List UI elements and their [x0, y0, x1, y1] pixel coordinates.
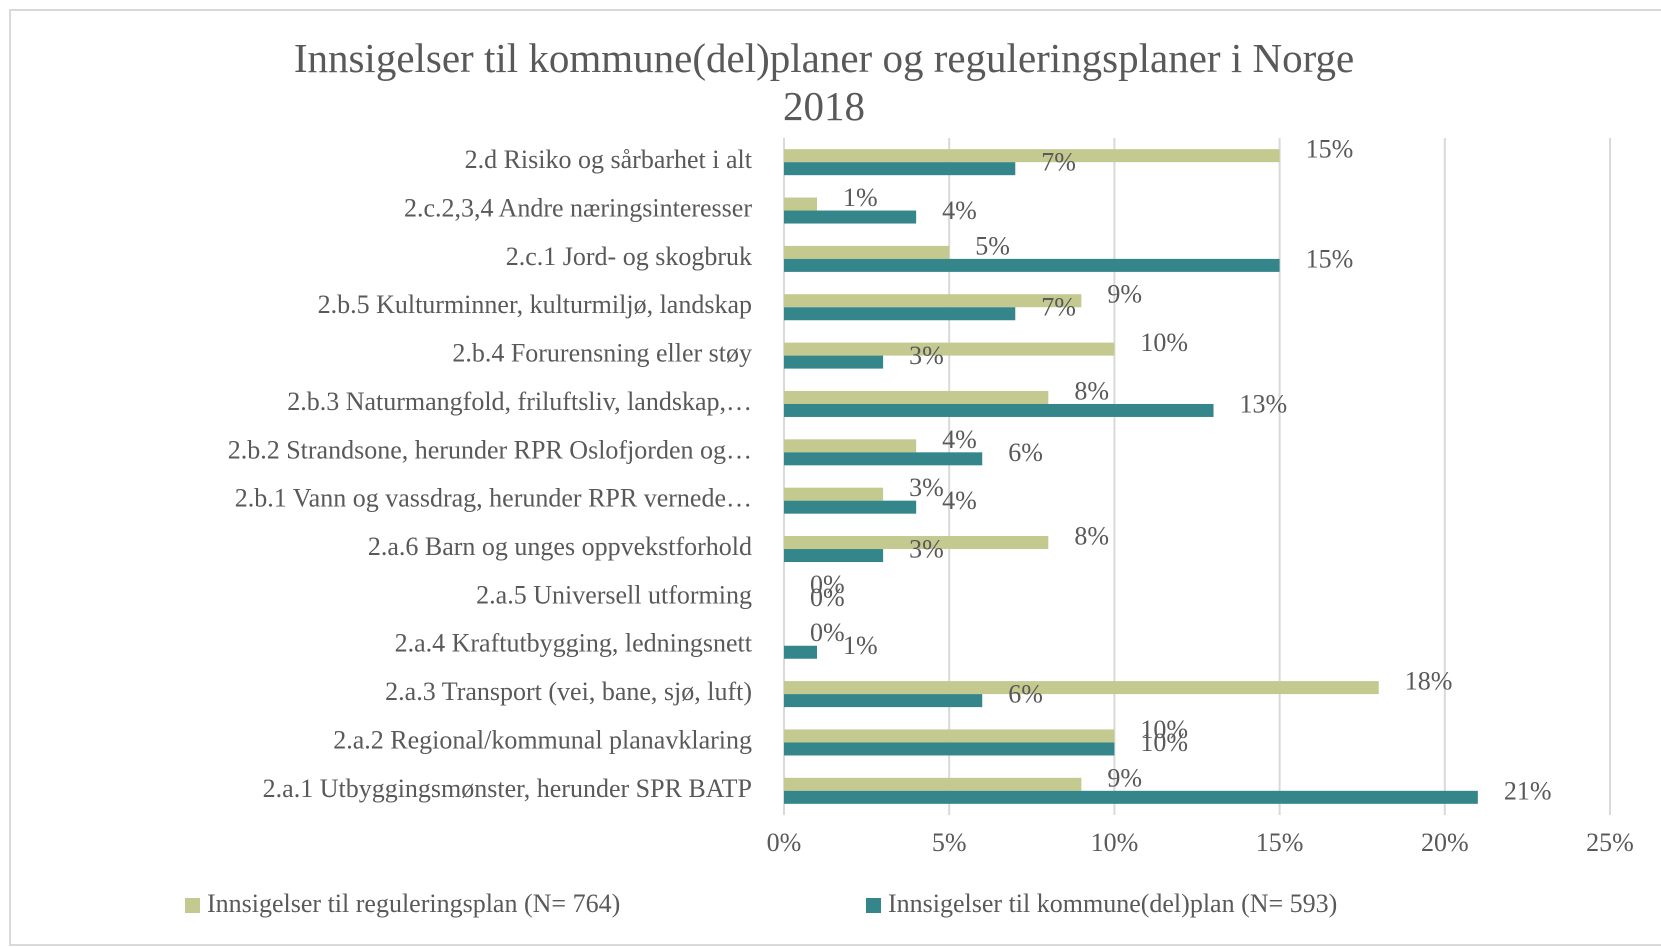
legend-swatch [866, 898, 881, 913]
data-label: 4% [942, 486, 977, 515]
data-label: 10% [1140, 728, 1188, 757]
bar [784, 742, 1115, 756]
bar [784, 307, 1016, 321]
data-label: 7% [1041, 293, 1076, 322]
data-label: 10% [1140, 715, 1188, 744]
data-label: 0% [810, 618, 845, 647]
bar [784, 342, 1115, 356]
x-tick-label: 25% [1586, 828, 1634, 857]
data-label: 21% [1504, 776, 1552, 805]
data-label: 3% [909, 473, 944, 502]
y-tick-label: 2.a.6 Barn og unges oppvekstforhold [368, 532, 752, 561]
x-tick-label: 15% [1256, 828, 1304, 857]
data-label: 10% [1140, 328, 1188, 357]
data-label: 3% [909, 341, 944, 370]
bar [784, 149, 1280, 163]
bar [784, 645, 818, 659]
data-label: 15% [1306, 244, 1354, 273]
bar [784, 681, 1379, 695]
y-tick-label: 2.b.2 Strandsone, herunder RPR Oslofjord… [228, 435, 752, 464]
y-tick-label: 2.b.4 Forurensning eller støy [452, 339, 752, 368]
bar [784, 790, 1478, 804]
chart-title: Innsigelser til kommune(del)planer og re… [293, 35, 1355, 129]
bar [784, 294, 1082, 308]
bar [784, 536, 1049, 550]
data-label: 9% [1107, 280, 1142, 309]
bar [784, 403, 1214, 417]
bar [784, 355, 884, 369]
data-label: 5% [975, 231, 1010, 260]
legend-label: Innsigelser til kommune(del)plan (N= 593… [888, 889, 1337, 918]
data-label: 13% [1240, 389, 1288, 418]
x-tick-label: 0% [767, 828, 802, 857]
bar [784, 197, 818, 211]
y-tick-label: 2.b.5 Kulturminner, kulturmiljø, landska… [318, 290, 752, 319]
y-tick-label: 2.a.1 Utbyggingsmønster, herunder SPR BA… [263, 774, 752, 803]
y-tick-label: 2.b.1 Vann og vassdrag, herunder RPR ver… [235, 484, 752, 513]
data-label: 1% [843, 183, 878, 212]
data-label: 3% [909, 535, 944, 564]
data-label: 0% [810, 570, 845, 599]
data-label: 9% [1107, 763, 1142, 792]
bar [784, 694, 983, 708]
legend-swatch [185, 898, 200, 913]
data-label: 0% [810, 583, 845, 612]
y-tick-label: 2.a.4 Kraftutbygging, ledningsnett [395, 629, 753, 658]
y-tick-label: 2.b.3 Naturmangfold, friluftsliv, landsk… [287, 387, 752, 416]
bar [784, 162, 1016, 176]
y-tick-label: 2.a.3 Transport (vei, bane, sjø, luft) [385, 677, 752, 706]
data-label: 18% [1405, 667, 1453, 696]
data-label: 4% [942, 196, 977, 225]
bar [784, 210, 917, 224]
data-label: 4% [942, 425, 977, 454]
bar [784, 390, 1049, 404]
bar [784, 258, 1280, 272]
data-label: 8% [1074, 376, 1109, 405]
bar [784, 549, 884, 563]
bar [784, 487, 884, 501]
y-tick-label: 2.c.1 Jord- og skogbruk [506, 242, 752, 271]
bar [784, 245, 950, 259]
data-label: 8% [1074, 522, 1109, 551]
y-tick-label: 2.a.5 Universell utforming [476, 580, 752, 609]
data-label: 15% [1306, 135, 1354, 164]
y-tick-label: 2.c.2,3,4 Andre næringsinteresser [404, 194, 752, 223]
x-tick-label: 5% [932, 828, 967, 857]
data-label: 6% [1008, 680, 1043, 709]
x-tick-label: 20% [1421, 828, 1469, 857]
data-label: 7% [1041, 148, 1076, 177]
bar [784, 500, 917, 514]
chart-border [9, 9, 1661, 946]
bar [784, 452, 983, 466]
data-label: 1% [843, 631, 878, 660]
y-tick-label: 2.a.2 Regional/kommunal planavklaring [333, 725, 752, 754]
bar [784, 777, 1082, 791]
y-tick-label: 2.d Risiko og sårbarhet i alt [465, 145, 753, 174]
legend-label: Innsigelser til reguleringsplan (N= 764) [207, 889, 620, 918]
bar [784, 439, 917, 453]
bar [784, 729, 1115, 743]
data-label: 6% [1008, 438, 1043, 467]
x-tick-label: 10% [1091, 828, 1139, 857]
